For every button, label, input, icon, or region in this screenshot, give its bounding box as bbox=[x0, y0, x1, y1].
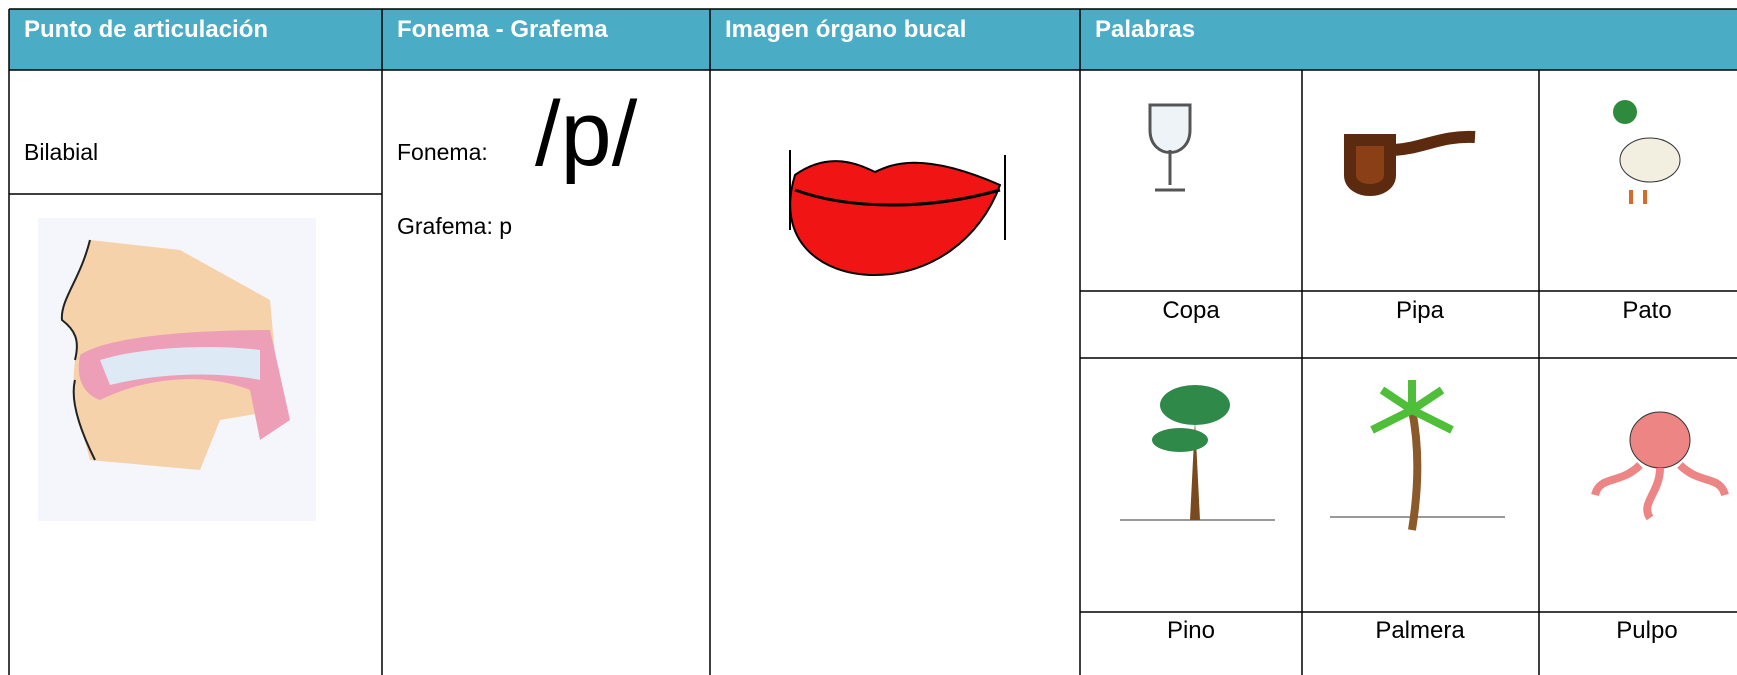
grapheme: Grafema: p bbox=[397, 213, 512, 239]
grid bbox=[8, 8, 1737, 675]
mouth-profile-image bbox=[38, 218, 316, 521]
lips-image bbox=[789, 150, 1006, 277]
header-cell: Fonema - Grafema bbox=[397, 16, 608, 43]
phoneme-prefix: Fonema: bbox=[397, 139, 488, 165]
phoneme-symbol: /p/ bbox=[535, 83, 638, 185]
word-label: Copa bbox=[1162, 297, 1220, 324]
word-label: Palmera bbox=[1375, 617, 1465, 644]
word-label: Pato bbox=[1622, 297, 1671, 324]
articulation-label: Bilabial bbox=[24, 139, 98, 165]
word-label: Pulpo bbox=[1616, 617, 1677, 644]
header-cell: Punto de articulación bbox=[24, 16, 268, 43]
word-images bbox=[1120, 100, 1729, 531]
header-cell: Palabras bbox=[1095, 16, 1195, 43]
header-row bbox=[9, 9, 1737, 70]
word-label: Pipa bbox=[1396, 297, 1445, 324]
header-cell: Imagen órgano bucal bbox=[725, 16, 966, 43]
word-label: Pino bbox=[1167, 617, 1215, 644]
